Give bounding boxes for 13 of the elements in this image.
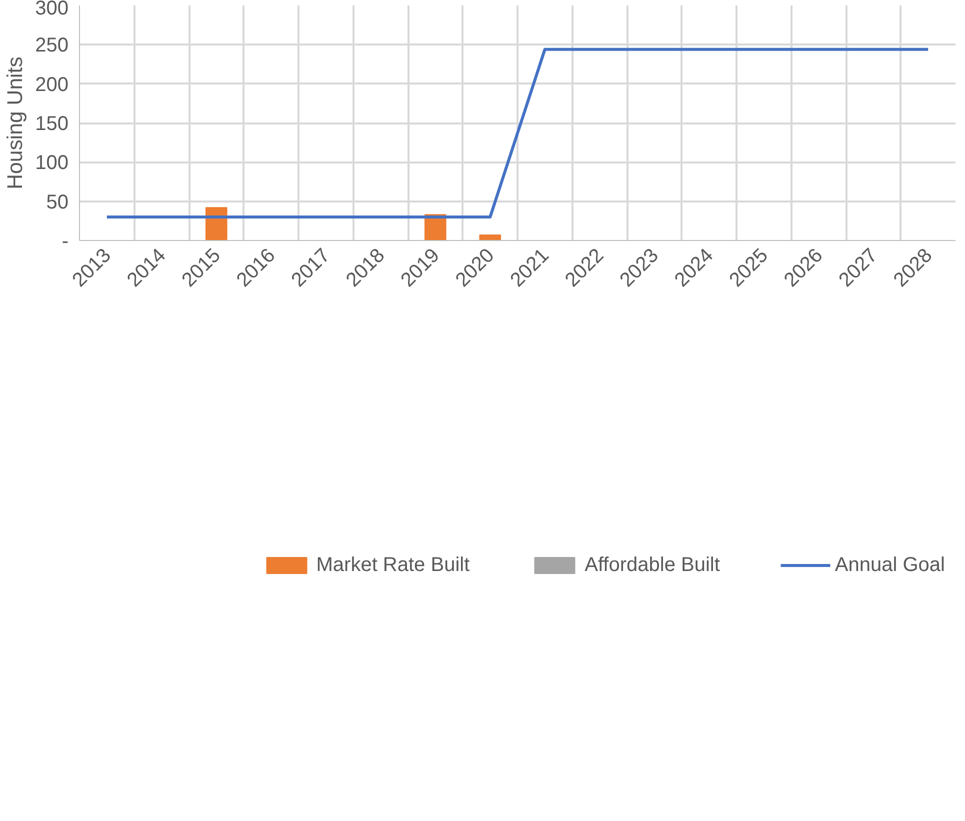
bar xyxy=(205,207,228,240)
y-axis-title: Housing Units xyxy=(3,56,28,190)
y-tick-label: 300 xyxy=(35,0,69,20)
y-tick-label: - xyxy=(62,230,69,252)
y-tick-label: 100 xyxy=(35,152,69,174)
legend-label: Market Rate Built xyxy=(316,554,470,576)
y-tick-label: 150 xyxy=(35,113,69,135)
legend-label: Affordable Built xyxy=(584,554,720,576)
legend-label: Annual Goal xyxy=(834,554,945,576)
y-tick-label: 200 xyxy=(35,74,69,96)
y-tick-label: 250 xyxy=(35,34,69,57)
bar xyxy=(479,234,502,240)
y-tick-label: 50 xyxy=(46,191,69,214)
